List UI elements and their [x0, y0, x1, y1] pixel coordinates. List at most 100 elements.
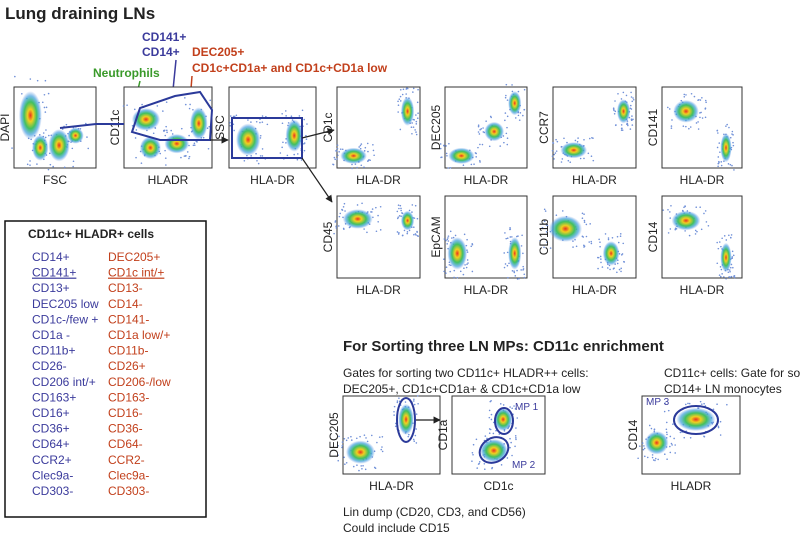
event-dot	[333, 156, 336, 159]
event-dot	[513, 270, 515, 272]
table-item: CD26-	[32, 359, 67, 373]
density	[560, 142, 588, 159]
event-dot	[192, 144, 195, 147]
x-axis-label: FSC	[43, 173, 67, 187]
event-dot	[666, 106, 669, 109]
event-dot	[439, 143, 442, 145]
event-dot	[733, 275, 735, 277]
event-dot	[366, 142, 369, 145]
density	[479, 438, 508, 463]
event-dot	[572, 246, 574, 248]
event-dot	[396, 400, 399, 402]
event-dot	[45, 129, 47, 131]
event-dot	[499, 403, 502, 405]
event-dot	[196, 141, 198, 143]
event-dot	[337, 225, 340, 227]
event-dot	[183, 155, 186, 157]
event-dot	[281, 112, 283, 115]
x-axis-label: HLA-DR	[572, 173, 617, 187]
event-dot	[505, 94, 507, 97]
event-dot	[717, 156, 720, 158]
event-dot	[693, 95, 696, 98]
table-item: CD1a low/+	[108, 328, 170, 342]
title: Lung draining LNs	[5, 4, 155, 23]
event-dot	[583, 138, 585, 141]
event-dot	[358, 146, 360, 148]
event-dot	[505, 132, 508, 135]
event-dot	[688, 127, 690, 130]
table-item: DEC205+	[108, 250, 160, 264]
event-dot	[518, 119, 521, 121]
event-dot	[475, 156, 477, 158]
event-dot	[335, 227, 338, 229]
event-dot	[41, 101, 44, 104]
event-dot	[186, 151, 189, 153]
event-dot	[581, 217, 584, 220]
event-dot	[26, 163, 29, 166]
event-dot	[579, 157, 582, 160]
event-dot	[404, 401, 407, 403]
event-dot	[552, 142, 555, 144]
event-dot	[85, 122, 87, 125]
event-dot	[401, 234, 404, 237]
event-dot	[511, 454, 513, 457]
event-dot	[539, 239, 541, 242]
event-dot	[255, 120, 258, 123]
event-dot	[523, 88, 526, 91]
event-dot	[632, 98, 635, 101]
event-dot	[193, 144, 196, 146]
event-dot	[370, 434, 373, 437]
y-axis-label: CCR7	[537, 111, 551, 144]
density	[32, 134, 49, 161]
event-dot	[730, 234, 733, 236]
event-dot	[446, 238, 449, 241]
event-dot	[122, 105, 125, 107]
event-dot	[589, 223, 591, 225]
density	[508, 237, 522, 270]
event-dot	[233, 115, 236, 118]
event-dot	[335, 225, 337, 228]
event-dot	[414, 233, 417, 235]
x-axis-label: HLA-DR	[464, 173, 509, 187]
event-dot	[414, 129, 416, 131]
event-dot	[491, 467, 493, 470]
event-dot	[380, 448, 383, 451]
event-dot	[599, 241, 601, 243]
event-dot	[688, 234, 691, 237]
event-dot	[643, 447, 646, 450]
x-axis-label: HLA-DR	[572, 283, 617, 297]
event-dot	[397, 104, 400, 107]
event-dot	[48, 134, 50, 137]
annotation: CD141+	[142, 30, 186, 44]
event-dot	[619, 233, 622, 235]
event-dot	[726, 123, 728, 126]
event-dot	[641, 442, 644, 444]
event-dot	[397, 216, 400, 218]
event-dot	[631, 119, 633, 122]
density	[720, 242, 732, 273]
event-dot	[588, 241, 590, 243]
event-dot	[415, 131, 417, 133]
event-dot	[414, 434, 417, 437]
event-dot	[546, 241, 548, 244]
event-dot	[731, 257, 733, 260]
event-dot	[477, 131, 480, 133]
event-dot	[163, 130, 165, 132]
event-dot	[44, 111, 47, 113]
event-dot	[140, 162, 143, 164]
event-dot	[700, 228, 703, 231]
event-dot	[695, 122, 698, 124]
event-dot	[509, 228, 512, 230]
event-dot	[674, 227, 677, 230]
event-dot	[511, 270, 514, 272]
event-dot	[285, 142, 287, 144]
event-dot	[545, 224, 548, 226]
event-dot	[166, 131, 168, 134]
density	[400, 210, 415, 231]
event-dot	[556, 140, 559, 143]
event-dot	[718, 160, 720, 163]
event-dot	[597, 267, 599, 270]
event-dot	[543, 208, 546, 211]
event-dot	[522, 265, 524, 268]
density	[398, 403, 414, 435]
